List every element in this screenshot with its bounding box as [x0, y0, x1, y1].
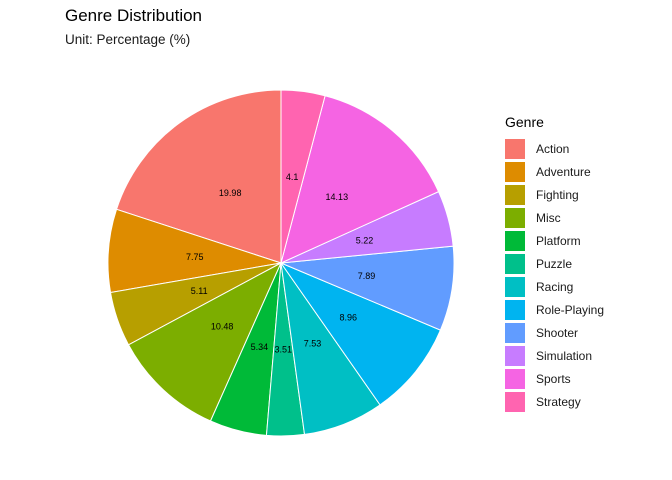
legend-item-action: Action	[505, 137, 604, 160]
slice-label-simulation: 5.22	[356, 236, 374, 246]
legend: Genre Action Adventure Fighting Misc Platfor…	[505, 114, 604, 413]
legend-item-strategy: Strategy	[505, 390, 604, 413]
slice-label-sports: 14.13	[326, 192, 349, 202]
legend-swatch	[505, 368, 525, 389]
legend-swatch	[505, 253, 525, 274]
slice-label-adventure: 7.75	[186, 252, 204, 262]
slice-label-action: 19.98	[219, 188, 242, 198]
legend-label: Racing	[536, 279, 574, 294]
legend-item-puzzle: Puzzle	[505, 252, 604, 275]
legend-label: Action	[536, 141, 570, 156]
legend-label: Platform	[536, 233, 581, 248]
pie-slice-misc	[127, 261, 283, 422]
slice-label-fighting: 5.11	[191, 286, 208, 296]
legend-swatch	[505, 345, 525, 366]
legend-label: Simulation	[536, 348, 593, 363]
legend-item-simulation: Simulation	[505, 344, 604, 367]
legend-swatch	[505, 322, 525, 343]
legend-item-sports: Sports	[505, 367, 604, 390]
legend-swatch	[505, 161, 525, 182]
legend-item-shooter: Shooter	[505, 321, 604, 344]
chart-title: Genre Distribution	[65, 6, 203, 25]
pie-slice-role-playing	[279, 261, 442, 406]
legend-item-fighting: Fighting	[505, 183, 604, 206]
legend-item-role-playing: Role-Playing	[505, 298, 604, 321]
slice-label-role-playing: 8.96	[340, 312, 358, 322]
legend-label: Fighting	[536, 187, 579, 202]
legend-label: Adventure	[536, 164, 591, 179]
legend-label: Puzzle	[536, 256, 573, 271]
slice-label-strategy: 4.1	[286, 172, 299, 182]
slice-label-puzzle: 3.51	[274, 344, 292, 354]
pie-slice-action	[115, 89, 282, 264]
legend-label: Misc	[536, 210, 561, 225]
slice-label-platform: 5.34	[251, 342, 269, 352]
legend-swatch	[505, 184, 525, 205]
legend-swatch	[505, 276, 525, 297]
slice-label-racing: 7.53	[304, 339, 322, 349]
legend-item-platform: Platform	[505, 229, 604, 252]
legend-item-adventure: Adventure	[505, 160, 604, 183]
legend-title: Genre	[505, 114, 544, 130]
legend-item-racing: Racing	[505, 275, 604, 298]
legend-swatch	[505, 230, 525, 251]
chart-subtitle: Unit: Percentage (%)	[65, 32, 191, 47]
pie-slice-strategy	[280, 89, 326, 264]
legend-label: Strategy	[536, 394, 581, 409]
legend-swatch	[505, 391, 525, 412]
legend-label: Role-Playing	[536, 302, 605, 317]
pie-slice-sports	[280, 95, 440, 264]
legend-label: Sports	[536, 371, 571, 386]
legend-item-misc: Misc	[505, 206, 604, 229]
slice-label-shooter: 7.89	[358, 271, 376, 281]
legend-swatch	[505, 207, 525, 228]
slice-label-misc: 10.48	[211, 321, 234, 331]
legend-label: Shooter	[536, 325, 579, 340]
legend-swatch	[505, 299, 525, 320]
legend-swatch	[505, 138, 525, 159]
